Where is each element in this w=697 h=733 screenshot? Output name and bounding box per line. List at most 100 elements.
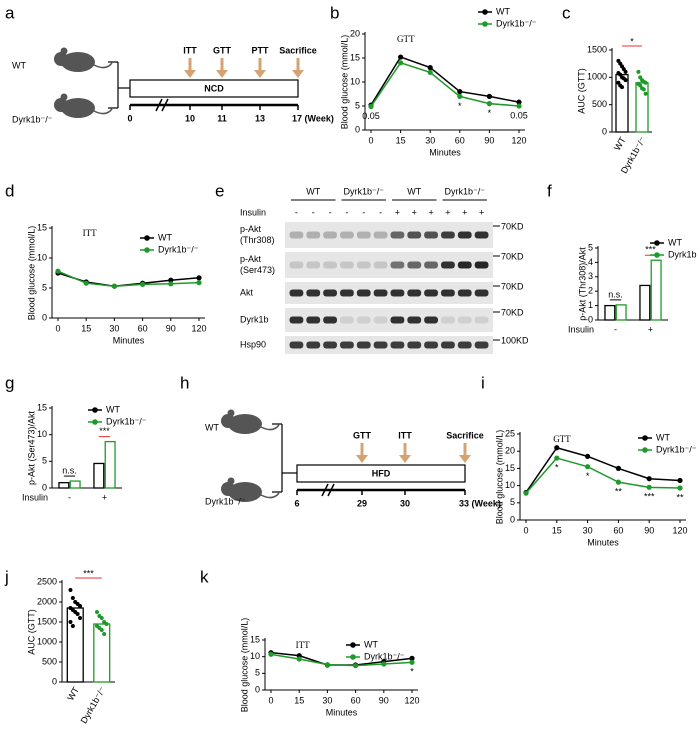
mouse-ear xyxy=(227,409,235,417)
significance-label: * xyxy=(555,462,559,472)
y-tick-label: 15 xyxy=(505,463,515,473)
legend-marker xyxy=(482,21,488,27)
band xyxy=(390,231,405,239)
band xyxy=(424,316,438,324)
band xyxy=(390,261,405,269)
y-tick-label: 0 xyxy=(355,124,360,134)
panel-label: i xyxy=(481,373,485,392)
data-point xyxy=(398,60,404,66)
significance-label: * xyxy=(458,101,462,111)
group-label: Dyrk1b⁻/⁻ xyxy=(205,496,246,506)
data-point xyxy=(75,612,80,616)
row-label: (Ser473) xyxy=(240,265,275,275)
y-axis-label: p-Akt (Ser473)/Akt xyxy=(26,410,36,485)
x-tick-label: 0 xyxy=(523,525,528,535)
bar xyxy=(635,82,649,133)
event-label: PTT xyxy=(252,45,270,55)
band xyxy=(474,341,489,349)
x-axis-label: Insulin xyxy=(22,492,48,502)
bar xyxy=(650,259,662,321)
bar xyxy=(58,482,70,489)
blot-group-label: Dyrk1b⁻/⁻ xyxy=(444,186,485,196)
band xyxy=(457,289,472,297)
data-point xyxy=(398,54,404,60)
band xyxy=(407,289,422,297)
y-tick-label: 5 xyxy=(355,100,360,110)
band xyxy=(306,261,321,269)
band xyxy=(457,261,472,269)
blot-group-label: Dyrk1b⁻/⁻ xyxy=(343,186,384,196)
x-tick-label: 0 xyxy=(368,135,373,145)
band xyxy=(289,231,304,239)
marker-label: 70KD xyxy=(501,307,524,317)
data-point xyxy=(196,275,202,281)
legend-marker xyxy=(92,419,98,425)
week-label: 11 xyxy=(217,113,227,123)
significance-label: * xyxy=(630,36,634,46)
week-label: 17 (Week) xyxy=(292,113,334,123)
band xyxy=(306,316,321,324)
data-point xyxy=(83,280,89,286)
legend-label: WT xyxy=(656,432,670,442)
data-point xyxy=(646,484,652,490)
data-point xyxy=(623,78,628,83)
significance-label: * xyxy=(586,471,590,481)
data-point xyxy=(643,91,648,96)
x-tick-label: 0 xyxy=(55,323,60,333)
x-tick-label: + xyxy=(102,492,107,502)
mouse-tail xyxy=(93,108,113,115)
chart-title: GTT xyxy=(553,434,571,444)
band xyxy=(474,231,489,239)
significance-label: n.s. xyxy=(62,465,77,475)
band xyxy=(340,316,354,324)
mouse-head xyxy=(221,482,235,496)
y-tick-label: 4 xyxy=(588,257,593,267)
bar xyxy=(104,440,116,489)
y-tick-label: 10 xyxy=(37,429,47,439)
legend-marker xyxy=(654,252,660,258)
x-tick-label: 15 xyxy=(81,323,91,333)
bar xyxy=(93,623,111,683)
data-point xyxy=(427,69,433,75)
bar xyxy=(93,462,105,489)
lane-sign: - xyxy=(295,207,298,217)
week-label: 13 xyxy=(255,113,265,123)
x-axis-label: Minutes xyxy=(429,147,461,157)
panel-label: j xyxy=(4,567,9,586)
treatment-label: Insulin xyxy=(240,207,266,217)
data-point xyxy=(457,93,463,99)
bar xyxy=(66,607,84,683)
band xyxy=(356,341,371,349)
y-tick-label: 10 xyxy=(505,480,515,490)
row-label: Dyrk1b xyxy=(240,314,269,324)
y-tick-label: 1500 xyxy=(37,616,57,626)
band xyxy=(407,341,422,349)
series-line xyxy=(270,653,413,667)
y-tick-label: 3 xyxy=(588,271,593,281)
x-tick-label: 15 xyxy=(396,135,406,145)
mouse-body xyxy=(228,414,262,434)
band xyxy=(441,261,455,269)
data-point xyxy=(409,659,415,665)
group-label: Dyrk1b⁻/⁻ xyxy=(12,114,53,124)
diet-box xyxy=(296,464,466,483)
data-point xyxy=(102,632,107,636)
band xyxy=(356,316,371,324)
band xyxy=(407,316,422,324)
y-tick-label: 2500 xyxy=(37,576,57,586)
band xyxy=(474,261,489,269)
band xyxy=(289,341,304,349)
significance-label: ** xyxy=(615,487,623,497)
band xyxy=(424,261,438,269)
legend-marker xyxy=(144,235,150,241)
lane-sign: - xyxy=(312,207,315,217)
lane-sign: - xyxy=(362,207,365,217)
panel-label: k xyxy=(200,567,209,586)
data-point xyxy=(68,588,73,592)
significance-label: *** xyxy=(83,568,94,578)
band xyxy=(457,316,472,324)
mouse-body xyxy=(61,98,95,118)
band xyxy=(390,316,405,324)
y-tick-label: 20 xyxy=(350,28,360,38)
x-axis-label: Insulin xyxy=(568,324,594,334)
